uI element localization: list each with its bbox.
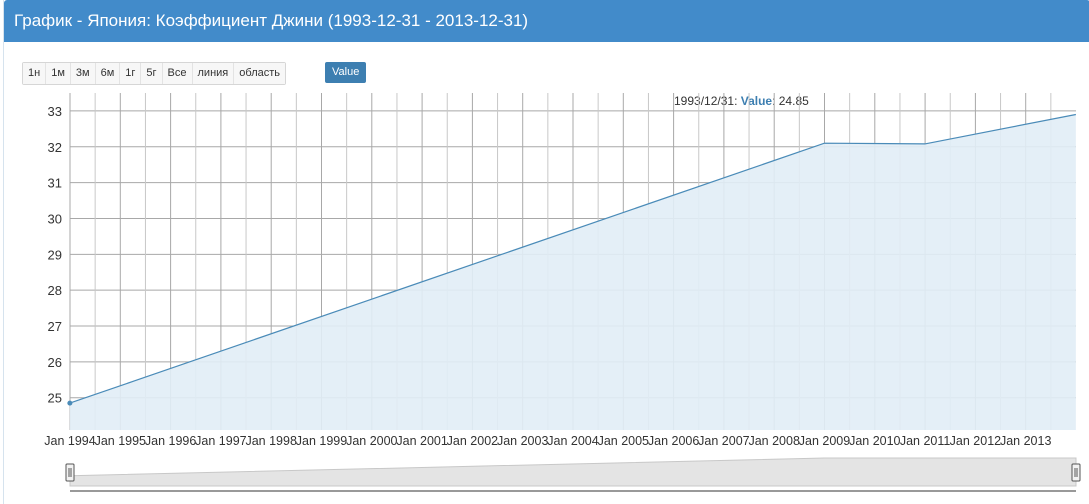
tooltip-series-name: Value	[740, 94, 773, 108]
panel-title: График - Япония: Коэффициент Джини (1993…	[4, 0, 1089, 42]
line-type-button[interactable]: линия	[192, 63, 235, 84]
range-1w-button[interactable]: 1н	[23, 63, 47, 84]
hover-tooltip: 1993/12/31: Value: 24.85	[674, 94, 809, 108]
range-5y-button[interactable]: 5г	[141, 63, 163, 84]
range-all-button[interactable]: Все	[162, 63, 193, 84]
tooltip-sep: :	[734, 94, 741, 108]
range-6m-button[interactable]: 6м	[95, 63, 121, 84]
range-1m-button[interactable]: 1м	[46, 63, 71, 84]
tooltip-date: 1993/12/31	[674, 94, 735, 108]
chart-panel: График - Япония: Коэффициент Джини (1993…	[3, 0, 1089, 504]
range-1y-button[interactable]: 1г	[120, 63, 142, 84]
tooltip-value: : 24.85	[772, 94, 809, 108]
range-3m-button[interactable]: 3м	[70, 63, 96, 84]
range-selector: 1н 1м 3м 6м 1г 5г Все линия область	[22, 62, 286, 85]
area-type-button[interactable]: область	[234, 63, 285, 84]
series-toggle-button[interactable]: Value	[325, 62, 367, 83]
